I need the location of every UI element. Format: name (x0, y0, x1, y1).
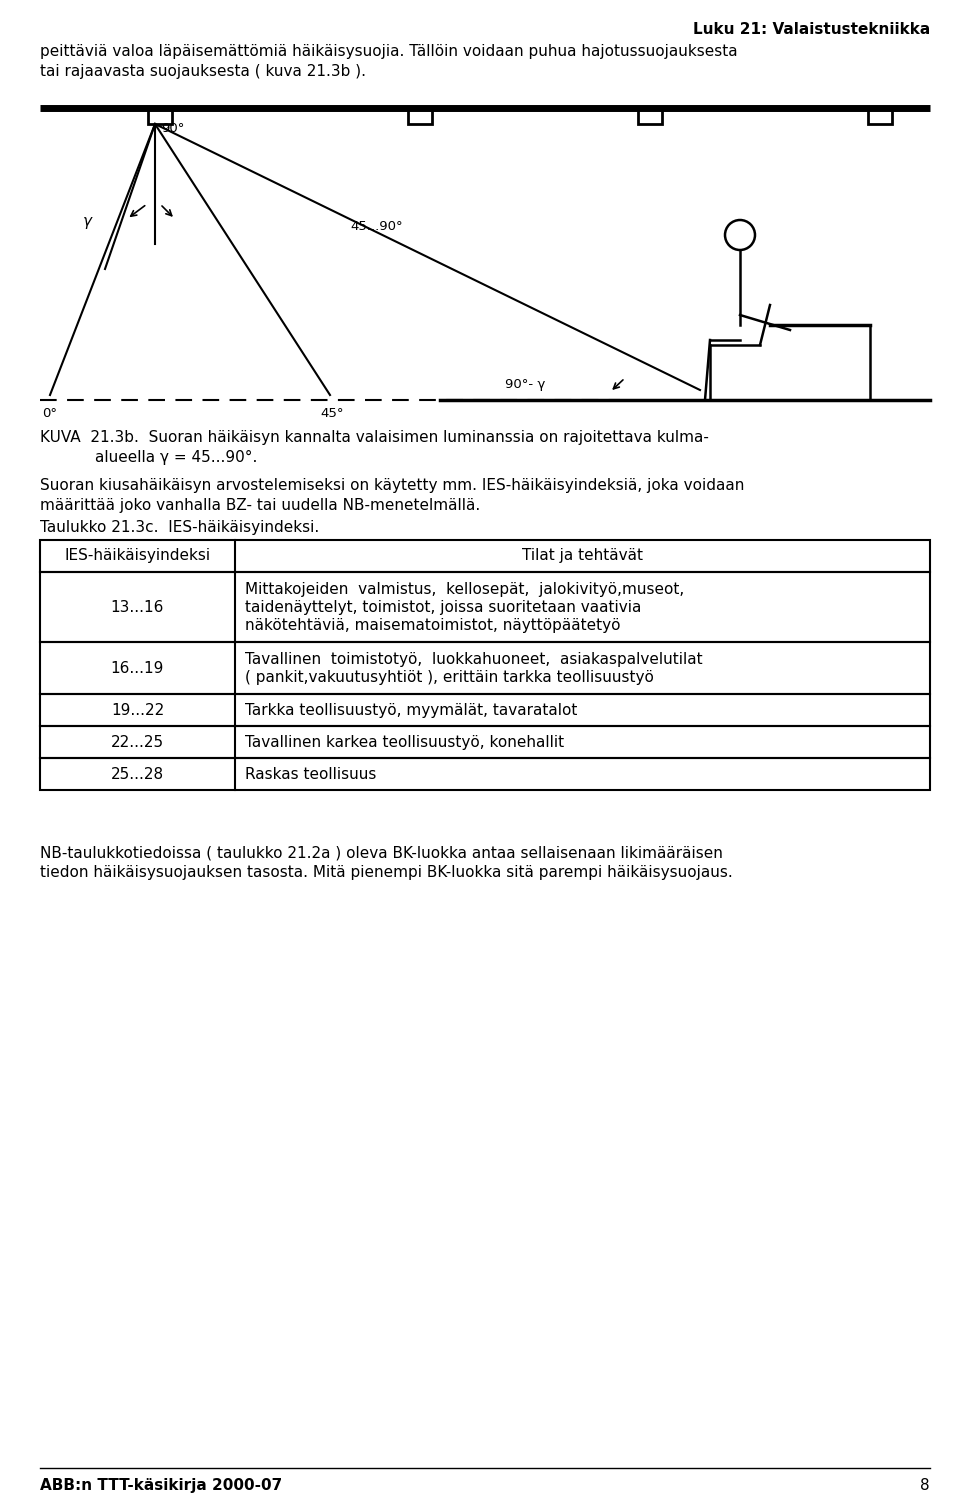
Bar (868, 108, 892, 124)
Bar (40, 758, 930, 790)
Text: 16...19: 16...19 (110, 661, 164, 676)
Text: Tilat ja tehtävät: Tilat ja tehtävät (522, 549, 643, 564)
Bar (40, 726, 930, 758)
Bar (40, 642, 930, 694)
Text: ( pankit,vakuutusyhtiöt ), erittäin tarkka teollisuustyö: ( pankit,vakuutusyhtiöt ), erittäin tark… (245, 670, 654, 685)
Text: ABB:n TTT-käsikirja 2000-07: ABB:n TTT-käsikirja 2000-07 (40, 1478, 282, 1493)
Text: Luku 21: Valaistustekniikka: Luku 21: Valaistustekniikka (693, 22, 930, 37)
Bar (148, 108, 172, 124)
Text: Raskas teollisuus: Raskas teollisuus (245, 767, 376, 782)
Text: taidenäyttelyt, toimistot, joissa suoritetaan vaativia: taidenäyttelyt, toimistot, joissa suorit… (245, 600, 641, 615)
Text: 90°: 90° (161, 121, 184, 135)
Text: 90°- γ: 90°- γ (505, 378, 545, 391)
Text: Taulukko 21.3c.  IES-häikäisyindeksi.: Taulukko 21.3c. IES-häikäisyindeksi. (40, 520, 320, 535)
Text: γ: γ (83, 214, 92, 229)
Text: KUVA  21.3b.  Suoran häikäisyn kannalta valaisimen luminanssia on rajoitettava k: KUVA 21.3b. Suoran häikäisyn kannalta va… (40, 430, 708, 445)
Text: Suoran kiusahäikäisyn arvostelemiseksi on käytetty mm. IES-häikäisyindeksiä, jok: Suoran kiusahäikäisyn arvostelemiseksi o… (40, 478, 744, 493)
Text: Mittakojeiden  valmistus,  kellosepät,  jalokivityö,museot,: Mittakojeiden valmistus, kellosepät, jal… (245, 582, 684, 597)
Text: näkötehtäviä, maisematoimistot, näyttöpäätetyö: näkötehtäviä, maisematoimistot, näyttöpä… (245, 618, 620, 633)
Text: tiedon häikäisysuojauksen tasosta. Mitä pienempi BK-luokka sitä parempi häikäisy: tiedon häikäisysuojauksen tasosta. Mitä … (40, 865, 732, 880)
Text: 19...22: 19...22 (110, 703, 164, 718)
Text: Tavallinen karkea teollisuustyö, konehallit: Tavallinen karkea teollisuustyö, konehal… (245, 735, 564, 750)
Text: NB-taulukkotiedoissa ( taulukko 21.2a ) oleva BK-luokka antaa sellaisenaan likim: NB-taulukkotiedoissa ( taulukko 21.2a ) … (40, 845, 723, 860)
Bar (40, 694, 930, 726)
Text: 8: 8 (921, 1478, 930, 1493)
Text: 45°: 45° (320, 408, 344, 420)
Text: Tarkka teollisuustyö, myymälät, tavaratalot: Tarkka teollisuustyö, myymälät, tavarata… (245, 703, 577, 718)
Text: 25...28: 25...28 (111, 767, 164, 782)
Bar (638, 108, 662, 124)
Text: 22...25: 22...25 (111, 735, 164, 750)
Text: 13...16: 13...16 (110, 600, 164, 615)
Text: alueella γ = 45...90°.: alueella γ = 45...90°. (95, 450, 257, 465)
Text: 45...90°: 45...90° (350, 220, 402, 232)
Bar (40, 573, 930, 642)
Text: peittäviä valoa läpäisemättömiä häikäisysuojia. Tällöin voidaan puhua hajotussuo: peittäviä valoa läpäisemättömiä häikäisy… (40, 43, 737, 58)
Text: Tavallinen  toimistotyö,  luokkahuoneet,  asiakaspalvelutilat: Tavallinen toimistotyö, luokkahuoneet, a… (245, 652, 703, 667)
Text: IES-häikäisyindeksi: IES-häikäisyindeksi (64, 549, 210, 564)
Text: 0°: 0° (42, 408, 57, 420)
Bar (40, 540, 930, 573)
Bar (408, 108, 432, 124)
Text: määrittää joko vanhalla BZ- tai uudella NB-menetelmällä.: määrittää joko vanhalla BZ- tai uudella … (40, 498, 480, 513)
Text: tai rajaavasta suojauksesta ( kuva 21.3b ).: tai rajaavasta suojauksesta ( kuva 21.3b… (40, 64, 366, 79)
